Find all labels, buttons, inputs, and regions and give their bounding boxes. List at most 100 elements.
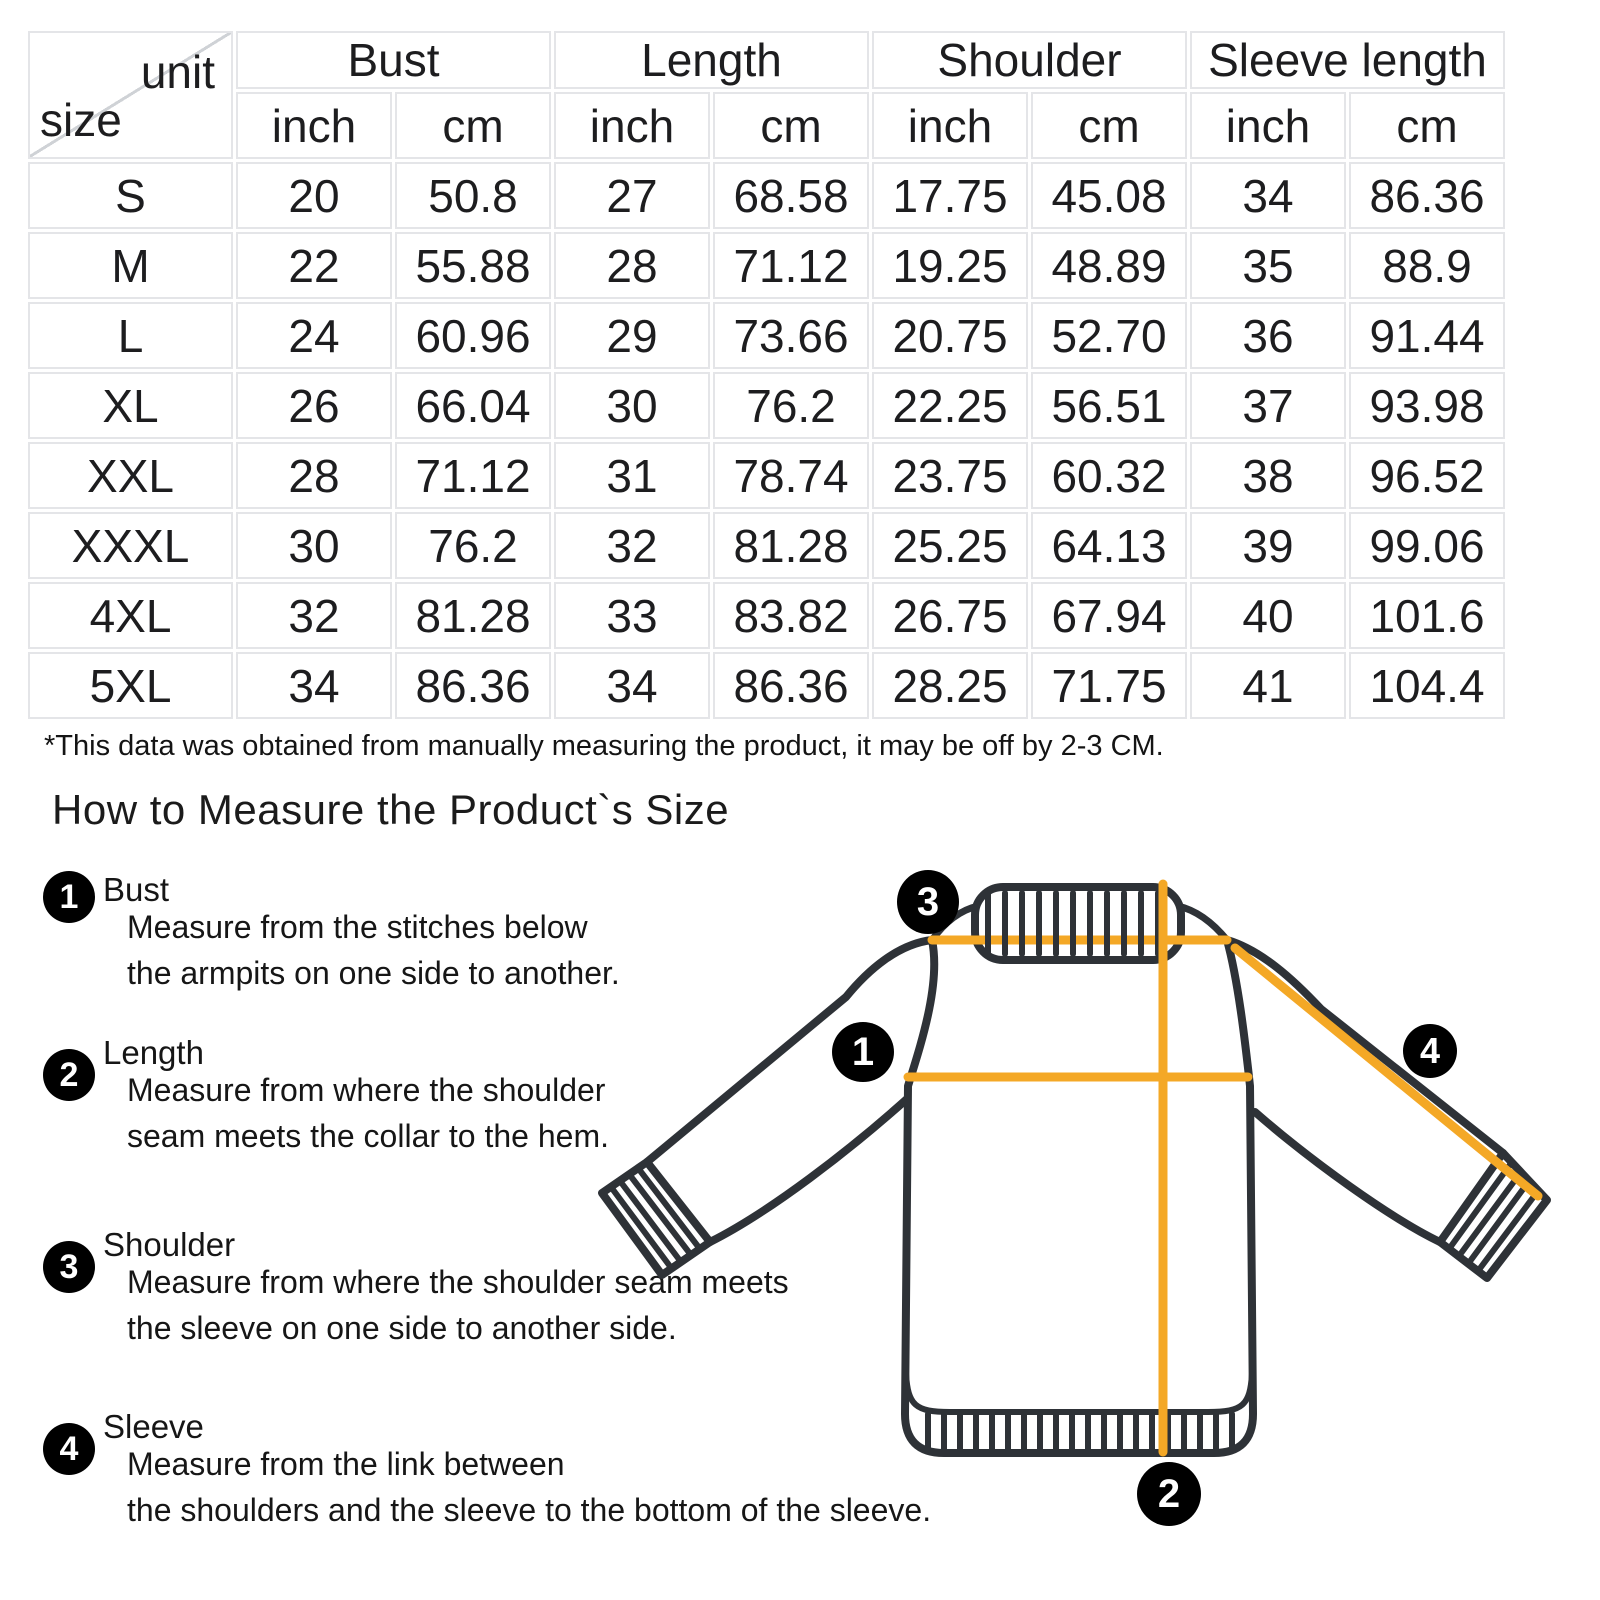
size-cell: 83.82: [713, 582, 869, 649]
howto-item-length: 2 Length Measure from where the shoulder…: [43, 1034, 1023, 1159]
sweater-body: [901, 936, 1257, 1457]
size-cell: 45.08: [1031, 162, 1187, 229]
size-cell: 56.51: [1031, 372, 1187, 439]
column-group-length: Length: [554, 31, 869, 89]
size-cell: 73.66: [713, 302, 869, 369]
size-cell: 17.75: [872, 162, 1028, 229]
step-description: Measure from the stitches below: [127, 909, 588, 945]
size-cell: 34: [1190, 162, 1346, 229]
size-cell: 67.94: [1031, 582, 1187, 649]
size-cell: 39: [1190, 512, 1346, 579]
step-description: seam meets the collar to the hem.: [127, 1118, 609, 1154]
size-cell: 32: [554, 512, 710, 579]
size-cell: 41: [1190, 652, 1346, 719]
size-cell: 24: [236, 302, 392, 369]
size-cell: 25.25: [872, 512, 1028, 579]
step-3-badge: 3: [43, 1241, 95, 1293]
step-description: the sleeve on one side to another side.: [127, 1310, 677, 1346]
size-row-label: M: [28, 232, 233, 299]
size-cell: 31: [554, 442, 710, 509]
howto-item-sleeve: 4 Sleeve Measure from the link between t…: [43, 1408, 1023, 1533]
step-description: Measure from where the shoulder: [127, 1072, 606, 1108]
table-row: XXL 28 71.12 31 78.74 23.75 60.32 38 96.…: [28, 442, 1505, 509]
size-row-label: L: [28, 302, 233, 369]
size-cell: 22: [236, 232, 392, 299]
size-cell: 71.12: [395, 442, 551, 509]
size-cell: 78.74: [713, 442, 869, 509]
size-chart-table: unit size Bust Length Shoulder Sleeve le…: [25, 28, 1508, 722]
size-row-label: S: [28, 162, 233, 229]
diagram-badge-shoulder: 3: [897, 870, 959, 934]
unit-header: cm: [1349, 92, 1505, 159]
measurement-disclaimer: *This data was obtained from manually me…: [44, 730, 1164, 762]
step-label: Sleeve: [103, 1408, 204, 1445]
size-cell: 28: [236, 442, 392, 509]
size-cell: 38: [1190, 442, 1346, 509]
size-cell: 66.04: [395, 372, 551, 439]
corner-unit-label: unit: [140, 46, 215, 98]
size-cell: 91.44: [1349, 302, 1505, 369]
step-description: Measure from where the shoulder seam mee…: [127, 1264, 789, 1300]
size-cell: 22.25: [872, 372, 1028, 439]
table-row: S 20 50.8 27 68.58 17.75 45.08 34 86.36: [28, 162, 1505, 229]
column-group-shoulder: Shoulder: [872, 31, 1187, 89]
howto-heading: How to Measure the Product`s Size: [52, 786, 730, 833]
size-cell: 40: [1190, 582, 1346, 649]
size-cell: 48.89: [1031, 232, 1187, 299]
size-cell: 76.2: [395, 512, 551, 579]
size-cell: 60.96: [395, 302, 551, 369]
size-cell: 20.75: [872, 302, 1028, 369]
size-cell: 86.36: [395, 652, 551, 719]
size-row-label: XXL: [28, 442, 233, 509]
table-row: XL 26 66.04 30 76.2 22.25 56.51 37 93.98: [28, 372, 1505, 439]
size-row-label: XXXL: [28, 512, 233, 579]
size-cell: 55.88: [395, 232, 551, 299]
size-cell: 28: [554, 232, 710, 299]
size-cell: 50.8: [395, 162, 551, 229]
size-cell: 86.36: [713, 652, 869, 719]
size-row-label: XL: [28, 372, 233, 439]
step-description: the armpits on one side to another.: [127, 955, 620, 991]
size-cell: 34: [236, 652, 392, 719]
hem-ribbing: [925, 1411, 1235, 1454]
table-row: L 24 60.96 29 73.66 20.75 52.70 36 91.44: [28, 302, 1505, 369]
unit-header: inch: [872, 92, 1028, 159]
size-cell: 71.75: [1031, 652, 1187, 719]
step-2-badge: 2: [43, 1049, 95, 1101]
size-cell: 27: [554, 162, 710, 229]
size-cell: 28.25: [872, 652, 1028, 719]
size-cell: 26: [236, 372, 392, 439]
size-cell: 19.25: [872, 232, 1028, 299]
step-label: Bust: [103, 871, 170, 908]
size-cell: 20: [236, 162, 392, 229]
unit-header: inch: [1190, 92, 1346, 159]
size-cell: 71.12: [713, 232, 869, 299]
corner-size-label: size: [40, 94, 122, 146]
size-cell: 37: [1190, 372, 1346, 439]
size-cell: 23.75: [872, 442, 1028, 509]
size-cell: 33: [554, 582, 710, 649]
unit-header: inch: [554, 92, 710, 159]
size-cell: 99.06: [1349, 512, 1505, 579]
size-cell: 32: [236, 582, 392, 649]
size-cell: 30: [554, 372, 710, 439]
step-1-badge: 1: [43, 871, 95, 923]
size-cell: 68.58: [713, 162, 869, 229]
size-cell: 35: [1190, 232, 1346, 299]
diagram-badge-bust: 1: [832, 1022, 894, 1082]
size-cell: 36: [1190, 302, 1346, 369]
size-cell: 29: [554, 302, 710, 369]
step-4-badge: 4: [43, 1423, 95, 1475]
table-row: 5XL 34 86.36 34 86.36 28.25 71.75 41 104…: [28, 652, 1505, 719]
unit-header: inch: [236, 92, 392, 159]
unit-header: cm: [1031, 92, 1187, 159]
step-label: Shoulder: [103, 1226, 236, 1263]
size-cell: 26.75: [872, 582, 1028, 649]
size-row-label: 5XL: [28, 652, 233, 719]
size-cell: 81.28: [395, 582, 551, 649]
howto-item-shoulder: 3 Shoulder Measure from where the should…: [43, 1226, 1023, 1351]
table-row: 4XL 32 81.28 33 83.82 26.75 67.94 40 101…: [28, 582, 1505, 649]
size-cell: 64.13: [1031, 512, 1187, 579]
column-group-sleeve-length: Sleeve length: [1190, 31, 1505, 89]
step-label: Length: [103, 1034, 204, 1071]
